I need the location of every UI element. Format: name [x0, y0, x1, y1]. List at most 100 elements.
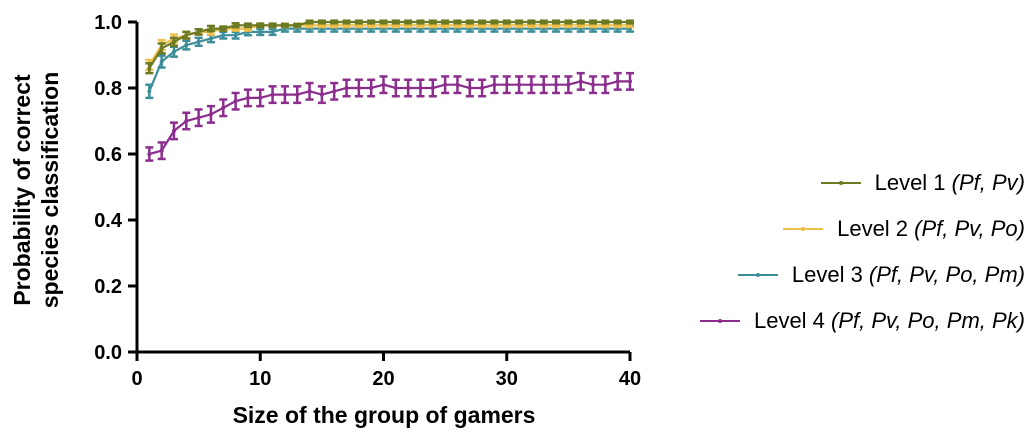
data-point — [295, 23, 300, 28]
data-point — [381, 82, 386, 87]
data-point — [541, 82, 546, 87]
data-point — [492, 20, 497, 24]
data-point — [159, 59, 164, 64]
data-point — [480, 86, 485, 90]
data-point — [554, 20, 559, 24]
data-point — [369, 20, 374, 24]
data-point — [504, 20, 509, 24]
data-point — [221, 33, 226, 38]
data-point — [554, 82, 559, 87]
series-line — [148, 20, 630, 69]
data-point — [159, 148, 164, 153]
data-point — [171, 49, 176, 54]
data-point — [578, 79, 583, 84]
data-point — [504, 82, 509, 87]
data-point — [184, 33, 189, 38]
data-point — [258, 23, 263, 28]
data-point — [529, 82, 534, 87]
data-point — [319, 20, 324, 24]
x-axis-title: Size of the group of gamers — [233, 402, 536, 428]
data-point — [282, 23, 287, 28]
data-point — [443, 20, 448, 24]
data-point — [406, 86, 411, 90]
data-point — [455, 82, 460, 87]
data-point — [430, 86, 435, 90]
y-tick-label: 1.0 — [94, 12, 122, 34]
series-level-4 — [145, 71, 634, 162]
y-tick-label: 0.6 — [94, 144, 122, 166]
data-point — [307, 89, 312, 94]
data-point — [615, 20, 620, 24]
data-point — [480, 20, 485, 24]
y-axis-title-group: Probability of correct species classific… — [9, 72, 63, 309]
data-point — [418, 86, 423, 90]
data-point — [369, 86, 374, 90]
data-point — [393, 20, 398, 24]
data-point — [171, 39, 176, 44]
data-point — [245, 23, 250, 28]
data-point — [147, 89, 152, 94]
data-point — [208, 36, 213, 41]
data-point — [196, 29, 201, 34]
series-level-1 — [145, 19, 634, 75]
data-point — [492, 82, 497, 87]
y-tick-label: 0.4 — [94, 210, 123, 232]
ticks-layer: 0 10 20 30 40 0.0 0.2 0.4 0.6 0.8 1.0 — [94, 12, 641, 390]
x-tick-label: 40 — [619, 368, 641, 390]
data-point — [258, 29, 263, 34]
x-tick-label: 10 — [249, 368, 271, 390]
data-point — [628, 20, 632, 24]
data-point — [147, 66, 152, 71]
data-point — [307, 20, 312, 24]
data-point — [270, 92, 275, 97]
y-axis-title-line2: species classification — [37, 72, 63, 309]
data-point — [245, 95, 250, 100]
data-point — [541, 20, 546, 24]
data-point — [221, 105, 226, 110]
data-point — [208, 26, 213, 31]
data-point — [233, 23, 238, 28]
data-point — [578, 20, 583, 24]
y-tick-label: 0.2 — [94, 276, 122, 298]
data-point — [184, 43, 189, 48]
data-point — [529, 20, 534, 24]
x-tick-label: 0 — [131, 368, 142, 390]
data-point — [184, 119, 189, 123]
series-line — [148, 27, 630, 92]
data-point — [233, 33, 238, 38]
data-point — [381, 20, 386, 24]
data-point — [344, 86, 349, 90]
data-point — [208, 112, 213, 117]
data-point — [603, 20, 608, 24]
data-point — [517, 20, 522, 24]
data-point — [356, 20, 361, 24]
data-point — [591, 82, 596, 87]
series-level-2 — [145, 22, 634, 72]
data-point — [196, 115, 201, 120]
data-point — [455, 20, 460, 24]
x-tick-label: 30 — [496, 368, 518, 390]
data-point — [319, 92, 324, 97]
data-point — [270, 23, 275, 28]
data-point — [147, 152, 152, 156]
data-point — [356, 86, 361, 90]
data-point — [406, 20, 411, 24]
data-point — [295, 92, 300, 97]
data-point — [467, 86, 472, 90]
data-point — [603, 82, 608, 87]
data-point — [418, 20, 423, 24]
series-line — [148, 24, 630, 66]
data-point — [159, 46, 164, 51]
y-tick-label: 0.0 — [94, 342, 122, 364]
y-tick-label: 0.8 — [94, 78, 122, 100]
data-point — [332, 89, 337, 94]
data-point — [270, 29, 275, 34]
data-point — [430, 20, 435, 24]
data-point — [443, 82, 448, 87]
data-point — [566, 20, 571, 24]
data-point — [233, 99, 238, 104]
series-layer — [145, 19, 634, 162]
y-axis-title-line1: Probability of correct — [9, 74, 35, 306]
data-point — [332, 20, 337, 24]
x-tick-label: 20 — [372, 368, 394, 390]
